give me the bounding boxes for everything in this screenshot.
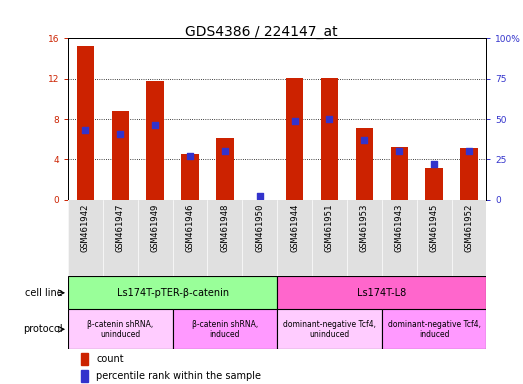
- Text: GSM461949: GSM461949: [151, 204, 160, 252]
- Text: GSM461943: GSM461943: [395, 204, 404, 252]
- Text: GSM461952: GSM461952: [464, 204, 473, 252]
- Text: dominant-negative Tcf4,
induced: dominant-negative Tcf4, induced: [388, 319, 481, 339]
- Bar: [417, 200, 451, 276]
- Text: GSM461948: GSM461948: [220, 204, 230, 252]
- Text: GSM461944: GSM461944: [290, 204, 299, 252]
- Text: percentile rank within the sample: percentile rank within the sample: [96, 371, 262, 381]
- Text: Ls174T-L8: Ls174T-L8: [357, 288, 406, 298]
- Text: GSM461947: GSM461947: [116, 204, 125, 252]
- Bar: [382, 309, 486, 349]
- Bar: [77, 46, 94, 200]
- Bar: [277, 200, 312, 276]
- Bar: [391, 147, 408, 200]
- Bar: [356, 128, 373, 200]
- Point: [465, 148, 473, 154]
- Text: GSM461945: GSM461945: [429, 204, 439, 252]
- Text: count: count: [96, 354, 124, 364]
- Bar: [68, 276, 277, 309]
- Text: GSM461951: GSM461951: [325, 204, 334, 252]
- Point: [360, 137, 369, 143]
- Bar: [312, 200, 347, 276]
- Text: GSM461953: GSM461953: [360, 204, 369, 252]
- Bar: [277, 276, 486, 309]
- Text: GSM461942: GSM461942: [81, 204, 90, 252]
- Bar: [382, 200, 417, 276]
- Point: [256, 194, 264, 200]
- Bar: [173, 200, 208, 276]
- Bar: [68, 200, 103, 276]
- Bar: [68, 309, 173, 349]
- Bar: [321, 78, 338, 200]
- Text: β-catenin shRNA,
induced: β-catenin shRNA, induced: [192, 319, 258, 339]
- Bar: [286, 78, 303, 200]
- Bar: [425, 169, 443, 200]
- Text: Ls174T-pTER-β-catenin: Ls174T-pTER-β-catenin: [117, 288, 229, 298]
- Text: β-catenin shRNA,
uninduced: β-catenin shRNA, uninduced: [87, 319, 153, 339]
- Bar: [181, 154, 199, 200]
- Bar: [81, 370, 88, 382]
- Bar: [216, 138, 234, 200]
- Point: [81, 127, 89, 133]
- Bar: [451, 200, 486, 276]
- Text: cell line: cell line: [25, 288, 63, 298]
- Point: [221, 148, 229, 154]
- Point: [116, 131, 124, 137]
- Point: [325, 116, 334, 122]
- Text: GDS4386 / 224147_at: GDS4386 / 224147_at: [185, 25, 338, 39]
- Bar: [103, 200, 138, 276]
- Text: dominant-negative Tcf4,
uninduced: dominant-negative Tcf4, uninduced: [283, 319, 376, 339]
- Bar: [173, 309, 277, 349]
- Point: [186, 153, 194, 159]
- Text: GSM461950: GSM461950: [255, 204, 264, 252]
- Text: GSM461946: GSM461946: [186, 204, 195, 252]
- Text: protocol: protocol: [23, 324, 63, 334]
- Point: [151, 122, 160, 129]
- Point: [395, 148, 403, 154]
- Point: [430, 161, 438, 167]
- Point: [290, 118, 299, 124]
- Bar: [81, 353, 88, 365]
- Bar: [111, 111, 129, 200]
- Bar: [208, 200, 242, 276]
- Bar: [242, 200, 277, 276]
- Bar: [138, 200, 173, 276]
- Bar: [460, 148, 477, 200]
- Bar: [146, 81, 164, 200]
- Bar: [277, 309, 382, 349]
- Bar: [347, 200, 382, 276]
